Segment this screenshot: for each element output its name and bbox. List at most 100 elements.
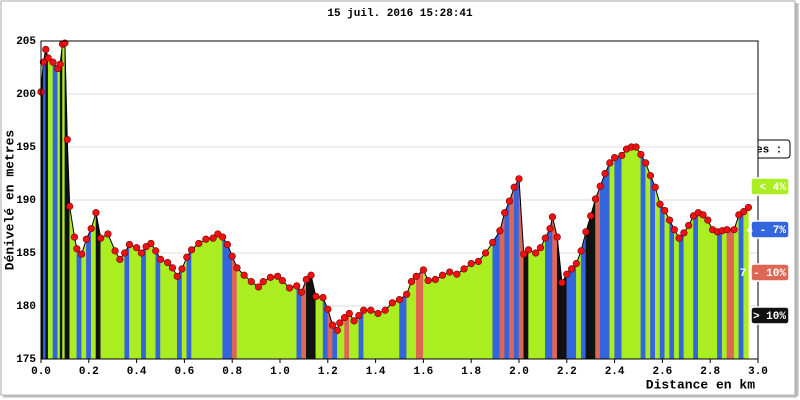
point: [78, 250, 86, 258]
slope-segment: [377, 309, 386, 360]
slope-segment: [399, 293, 407, 360]
legend-label: < 4%: [760, 182, 787, 194]
point: [247, 278, 255, 286]
slope-segment: [222, 236, 228, 360]
slope-segment: [100, 233, 109, 360]
point: [563, 270, 571, 278]
point: [307, 271, 315, 279]
point: [546, 225, 554, 233]
legend-label: > 10%: [753, 311, 786, 323]
point: [558, 279, 566, 287]
point: [44, 54, 52, 62]
point: [412, 272, 420, 280]
point: [403, 290, 411, 298]
slope-segment: [251, 281, 259, 360]
slope-segment: [600, 173, 606, 360]
point: [582, 228, 590, 236]
point: [642, 159, 650, 167]
slope-segment: [485, 241, 493, 360]
slope-segment: [136, 247, 142, 360]
y-tick-label: 185: [16, 248, 36, 260]
point: [278, 276, 286, 285]
point: [744, 203, 753, 212]
point: [147, 239, 155, 248]
slope-segment: [604, 162, 611, 360]
point: [587, 212, 595, 220]
slope-segment: [236, 267, 245, 360]
y-tick-label: 195: [16, 142, 36, 154]
slope-segment: [585, 215, 591, 360]
point: [510, 183, 518, 191]
slope-segment: [523, 249, 529, 360]
slope-segment: [664, 210, 670, 360]
slope-segment: [621, 148, 627, 360]
legend-label: 7 - 10%: [740, 268, 787, 280]
slope-segment: [129, 244, 137, 360]
point: [680, 229, 688, 237]
slope-segment: [456, 268, 465, 360]
slope-segment: [449, 271, 458, 360]
slope-segment: [150, 242, 156, 360]
point: [553, 233, 561, 241]
slope-segment: [707, 220, 713, 360]
slope-segment: [415, 269, 424, 360]
slope-segment: [315, 296, 324, 360]
point: [73, 245, 81, 253]
point: [104, 230, 112, 238]
slope-segment: [504, 200, 510, 360]
slope-segment: [181, 257, 188, 360]
slope-segment: [635, 146, 642, 360]
point: [259, 278, 267, 286]
slope-segment: [509, 187, 515, 360]
point: [336, 319, 344, 327]
slope-segment: [442, 271, 450, 360]
point: [520, 250, 528, 258]
point: [187, 246, 196, 254]
point: [202, 235, 210, 243]
point: [453, 270, 461, 278]
point: [274, 272, 282, 280]
point: [632, 143, 640, 151]
x-tick-label: 0.4: [127, 366, 147, 378]
x-tick-label: 2.0: [509, 366, 529, 378]
point: [656, 200, 664, 208]
slope-segment: [114, 249, 121, 360]
slope-segment: [702, 214, 709, 360]
point: [137, 249, 145, 257]
point: [164, 258, 172, 267]
point: [596, 182, 604, 190]
point: [446, 268, 454, 276]
point: [395, 296, 404, 304]
point: [70, 233, 79, 241]
point: [63, 135, 71, 144]
slope-segment: [52, 61, 58, 360]
point: [266, 273, 275, 281]
slope-segment: [733, 214, 740, 360]
point: [438, 271, 447, 279]
slope-segment: [124, 243, 130, 360]
point: [97, 234, 105, 242]
point: [567, 265, 576, 273]
point: [501, 209, 509, 217]
point: [730, 226, 738, 234]
slope-segment: [231, 256, 238, 360]
point: [152, 247, 160, 255]
slope-segment: [277, 275, 283, 360]
slope-segment: [296, 285, 302, 360]
x-tick-label: 1.6: [413, 366, 433, 378]
slope-segment: [688, 215, 694, 360]
x-tick-label: 2.4: [605, 366, 625, 378]
point: [92, 209, 100, 217]
point: [610, 154, 619, 162]
x-tick-label: 1.4: [366, 366, 386, 378]
x-tick-label: 2.6: [652, 366, 672, 378]
slope-segment: [74, 237, 78, 360]
point: [285, 284, 294, 292]
point: [125, 240, 134, 249]
slope-segment: [62, 42, 66, 360]
point: [699, 211, 707, 219]
slope-segment: [57, 63, 61, 360]
slope-segment: [141, 245, 147, 360]
slope-segment: [499, 212, 505, 360]
